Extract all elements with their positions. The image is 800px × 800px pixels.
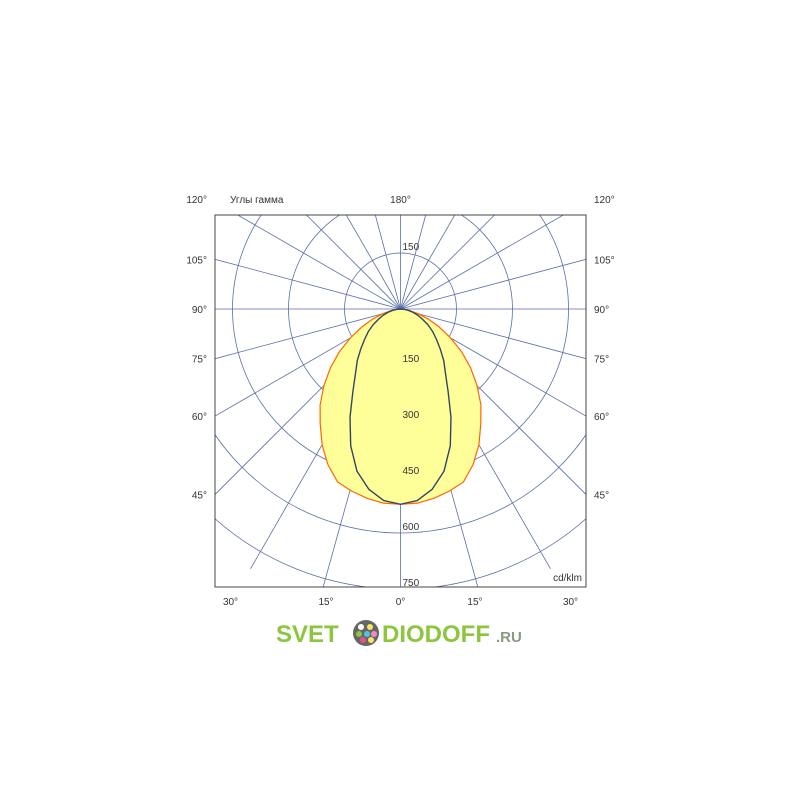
logo-text-ru: .RU <box>496 629 522 646</box>
radial-tick-label: 750 <box>403 578 420 589</box>
grid-spoke <box>400 215 565 310</box>
angle-label-bottom: 15° <box>467 597 482 608</box>
angle-label-bottom: 15° <box>318 597 333 608</box>
angle-label-left: 120° <box>186 195 207 206</box>
radial-tick-label: 150 <box>403 242 420 253</box>
angle-label-bottom: 30° <box>563 597 578 608</box>
angle-label-left: 75° <box>192 355 207 366</box>
watermark-logo: SVET DIODOFF .RU <box>276 620 522 648</box>
radial-tick-label: 150 <box>403 354 420 365</box>
grid-spoke <box>215 258 401 310</box>
logo-dots-icon <box>353 620 379 646</box>
curves <box>319 308 482 505</box>
angle-label-right: 105° <box>594 255 615 266</box>
angle-label-right: 60° <box>594 412 609 423</box>
angle-label-bottom: 0° <box>396 597 406 608</box>
grid-spoke <box>400 215 456 310</box>
grid-spoke <box>400 215 496 310</box>
grid-spoke <box>236 215 401 310</box>
logo-text-svet: SVET <box>276 621 339 648</box>
plot-frame <box>214 214 587 588</box>
intensity-curve-1 <box>319 308 482 505</box>
radial-tick-label: 300 <box>403 410 420 421</box>
radial-tick-label: 450 <box>403 466 420 477</box>
logo-text-diodoff: DIODOFF <box>382 621 490 648</box>
angle-label-left: 45° <box>192 491 207 502</box>
grid-spoke <box>215 308 401 360</box>
grid-spoke <box>305 215 401 310</box>
intensity-curve-2 <box>349 308 452 505</box>
grid-spoke <box>400 258 586 310</box>
unit-label: cd/klm <box>553 573 582 584</box>
grid-spoke <box>345 215 401 310</box>
angle-label-left: 90° <box>192 305 207 316</box>
grid-spoke <box>374 215 401 310</box>
angle-label-right: 90° <box>594 305 609 316</box>
chart-title: Углы гамма <box>230 195 284 206</box>
radial-tick-label: 600 <box>403 522 420 533</box>
angle-label-bottom: 30° <box>223 597 238 608</box>
angle-label-right: 45° <box>594 491 609 502</box>
grid-spoke <box>400 215 427 310</box>
angle-label-left: 105° <box>186 255 207 266</box>
grid-spoke <box>400 308 586 360</box>
angle-label: 180° <box>390 195 411 206</box>
angle-label-right: 75° <box>594 355 609 366</box>
angle-label-right: 120° <box>594 195 615 206</box>
labels: 150 300 450 600 750 150 180° 120° 120° 105° 105° 90… <box>186 195 614 608</box>
angle-label-left: 60° <box>192 412 207 423</box>
